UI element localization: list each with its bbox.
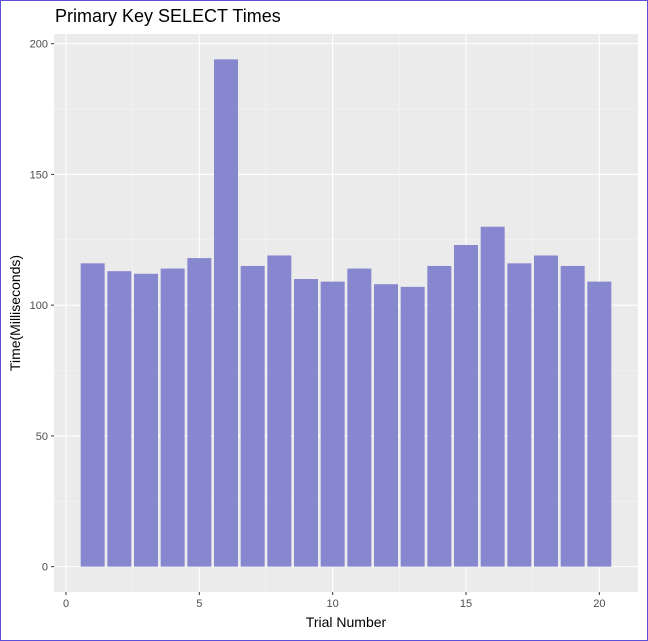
bar xyxy=(507,263,532,567)
bar xyxy=(427,265,452,567)
bar xyxy=(134,273,158,567)
x-tick-label: 15 xyxy=(460,598,472,610)
x-axis-ticks: 0 5 10 15 20 xyxy=(63,592,605,610)
bar xyxy=(480,226,505,567)
x-tick-label: 5 xyxy=(196,598,202,610)
bar xyxy=(454,245,478,567)
bar xyxy=(240,265,265,567)
y-tick-label: 200 xyxy=(30,39,48,51)
chart-title: Primary Key SELECT Times xyxy=(55,6,281,26)
bar xyxy=(80,263,105,567)
bar xyxy=(294,279,318,567)
bar xyxy=(347,268,372,567)
y-tick-label: 150 xyxy=(30,169,48,181)
y-axis-ticks: 0 50 100 150 200 xyxy=(30,39,54,574)
bar xyxy=(214,59,238,567)
y-tick-label: 0 xyxy=(42,562,48,574)
bar xyxy=(267,255,292,567)
x-axis-title: Trial Number xyxy=(306,614,387,630)
y-tick-label: 100 xyxy=(30,300,48,312)
x-tick-label: 0 xyxy=(63,598,69,610)
x-tick-label: 10 xyxy=(327,598,339,610)
bar xyxy=(534,255,558,567)
bar xyxy=(560,265,585,567)
y-tick-label: 50 xyxy=(36,431,48,443)
y-axis-title: Time(Milliseconds) xyxy=(7,255,23,371)
bar xyxy=(107,271,132,567)
bars xyxy=(80,59,612,567)
bar xyxy=(187,258,212,567)
bar xyxy=(320,281,345,567)
bar xyxy=(587,281,612,567)
bar xyxy=(160,268,185,567)
bar xyxy=(400,286,425,567)
x-tick-label: 20 xyxy=(593,598,605,610)
bar xyxy=(374,284,398,567)
